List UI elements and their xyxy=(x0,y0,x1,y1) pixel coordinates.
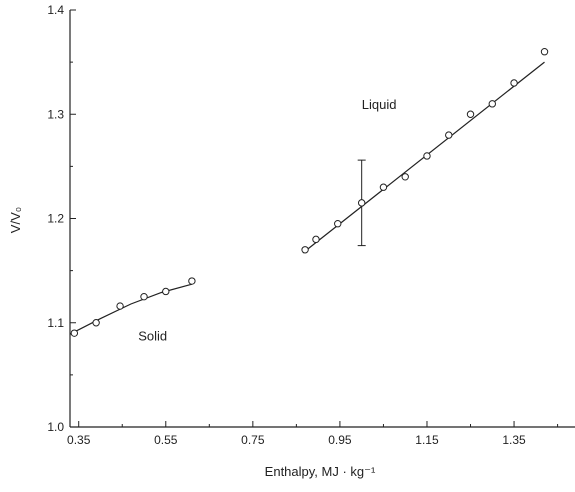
data-point xyxy=(357,199,366,207)
fit-lines xyxy=(69,61,545,335)
axes xyxy=(69,10,575,428)
y-tick-label: 1.1 xyxy=(47,316,64,330)
data-point xyxy=(401,173,409,181)
y-tick-label: 1.3 xyxy=(47,107,64,121)
data-point xyxy=(162,287,170,296)
data-point xyxy=(301,246,309,254)
annotation-label: Solid xyxy=(138,328,167,343)
ticks: 1.0 1.1 1.2 1.3 1.4 0.35 0.55 0.75 0.95 1.15 1.35 xyxy=(47,3,559,447)
annotation-label: Liquid xyxy=(362,97,397,112)
data-point xyxy=(140,292,148,301)
y-tick-label: 1.4 xyxy=(47,3,64,17)
data-point xyxy=(379,183,388,191)
y-tick-label: 1.0 xyxy=(47,420,64,434)
data-point xyxy=(510,79,518,87)
x-tick-label: 0.95 xyxy=(328,433,352,447)
data-point xyxy=(92,319,100,327)
data-point xyxy=(466,110,475,118)
data-point xyxy=(423,152,431,160)
data-point xyxy=(70,329,79,337)
x-axis-label: Enthalpy, MJ · kg⁻¹ xyxy=(265,464,376,479)
annotations: Liquid Solid xyxy=(138,97,396,343)
data-points xyxy=(70,48,549,337)
data-point xyxy=(334,220,342,228)
y-axis-label: V/V₀ xyxy=(8,207,23,233)
data-point xyxy=(188,277,196,285)
x-tick-label: 1.15 xyxy=(415,433,439,447)
x-tick-label: 0.75 xyxy=(241,433,265,447)
data-point xyxy=(445,131,453,139)
data-point xyxy=(540,48,549,56)
y-tick-label: 1.2 xyxy=(47,212,64,226)
data-point xyxy=(488,100,496,108)
fit-line xyxy=(69,283,193,335)
x-tick-label: 0.35 xyxy=(67,433,91,447)
x-tick-label: 1.35 xyxy=(502,433,526,447)
x-tick-label: 0.55 xyxy=(154,433,178,447)
data-point xyxy=(312,235,320,244)
data-point xyxy=(116,302,124,310)
